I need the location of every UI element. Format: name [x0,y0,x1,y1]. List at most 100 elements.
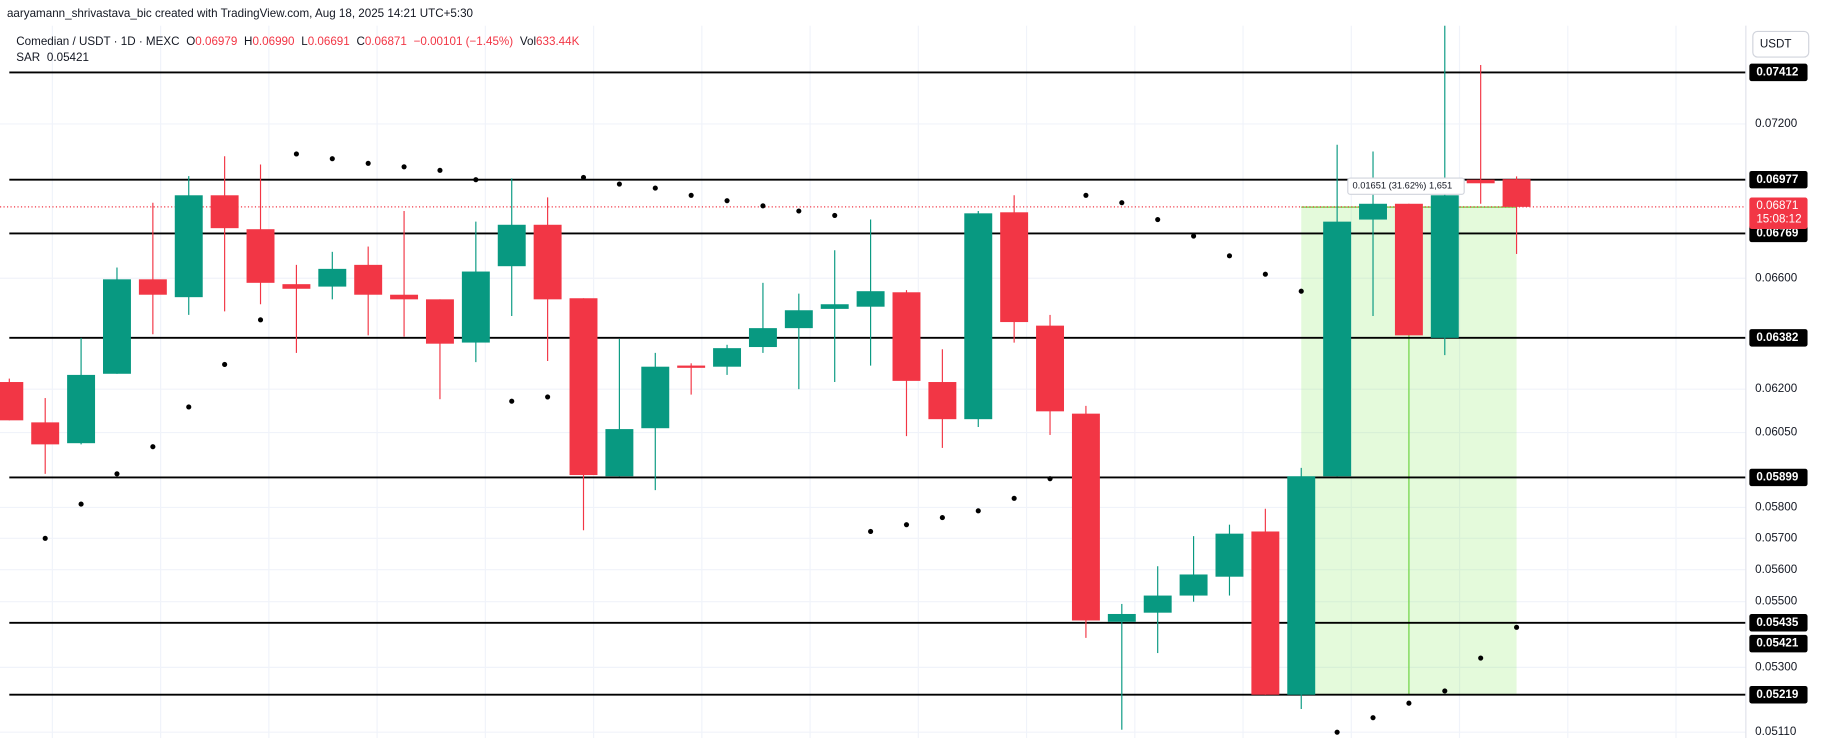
candle-body [784,310,813,329]
sar-dot [78,501,84,507]
sar-label: 0.05421 [1756,637,1799,650]
level-label-box [1749,63,1808,82]
sar-legend: SAR 0.05421 [16,51,89,64]
sar-dot [437,167,443,173]
candle-body [641,366,670,429]
sar-dot [1226,253,1233,259]
legend-line: Comedian / USDT · 1D · MEXC O0.06979 H0.… [16,35,579,48]
candle-body [67,374,96,444]
sar-dot [150,444,156,450]
sar-dot [1011,495,1017,501]
ohlc-key: O [186,35,195,48]
candle-body [1430,195,1459,338]
sar-dot [903,522,910,528]
candle-body [856,291,885,307]
sar-dot [616,181,622,187]
candle-body [0,382,24,421]
measure-label-box [1347,177,1465,195]
sar-dot [975,508,981,514]
candle-body [390,294,419,300]
y-tick-label: 0.05800 [1755,501,1798,514]
candle-body [569,298,598,476]
candle-body [1323,221,1352,477]
symbol: Comedian / USDT · 1D · MEXC [16,35,179,48]
sar-dot [1083,192,1089,198]
level-label: 0.06977 [1756,173,1798,186]
candle-body [210,195,239,229]
candle-body [1036,325,1065,412]
candle-body [892,292,921,381]
candle-body [354,264,383,295]
price-label: 0.06871 [1756,199,1798,212]
candle-body [1179,574,1208,596]
currency-label: USDT [1760,37,1792,50]
sar-dot [42,535,48,541]
y-tick-label: 0.05500 [1755,595,1798,608]
sar-dot [724,198,730,204]
sar-dot [222,361,228,367]
change: −0.00101 (−1.45%) [414,35,514,48]
candle-body [1000,212,1029,323]
ohlc-key: L [301,35,308,48]
level-label-box [1749,224,1808,243]
candle-body [928,382,957,420]
sar-dot [832,212,838,218]
candle-body [677,365,706,368]
candle-body [1359,203,1387,220]
candle-body [1215,533,1244,577]
sar-dot [580,174,587,180]
candle-body [138,279,167,295]
plot-area [0,25,1746,738]
sar-dot [257,317,264,323]
candle-body [282,284,311,289]
sar-key: SAR [16,51,40,64]
candle-body [1143,595,1172,613]
sar-dot [509,398,515,404]
candle-body [1071,413,1100,621]
level-label: 0.07412 [1756,65,1798,78]
countdown: 15:08:12 [1756,213,1801,226]
candle-body [425,299,454,344]
sar-dot [365,160,371,166]
sar-dot [939,515,945,521]
candle-body [605,429,634,477]
sar-dot [1191,233,1197,239]
sar-dot [1155,217,1161,223]
sar-dot [1406,700,1412,706]
level-label: 0.05899 [1756,471,1799,484]
candle-body [31,422,60,445]
candle-body [1251,531,1280,695]
sar-dot [1298,288,1304,294]
ohlc-value: 0.06979 [195,35,237,48]
level-label: 0.06769 [1756,226,1799,239]
measure-label: 0.01651 (31.62%) 1,651 [1352,181,1452,191]
level-label-box [1749,614,1808,632]
sar-dot [545,394,551,400]
y-tick-label: 0.06050 [1755,426,1798,439]
vol-key: Vol [520,35,536,48]
level-label: 0.05219 [1756,688,1799,701]
ohlc-value: 0.06871 [365,35,407,48]
candle-body [1466,179,1495,184]
sar-dot [868,528,874,535]
y-tick-label: 0.07200 [1755,117,1798,130]
sar-dot [1262,271,1268,277]
level-label-box [1749,468,1808,487]
sar-dot [1047,476,1053,482]
candle-body [461,271,490,343]
ohlc-key: C [356,35,364,48]
sar-value: 0.05421 [47,51,89,64]
y-tick-label: 0.06600 [1755,271,1798,284]
currency-button[interactable] [1752,30,1810,58]
level-label-box [1749,170,1808,189]
candle-body [103,279,131,374]
sar-dot [1119,200,1125,206]
y-tick-label: 0.06200 [1755,382,1798,395]
candle-body [748,328,777,348]
level-label-box [1749,685,1808,704]
level-label: 0.06382 [1756,331,1798,344]
price-label-box [1749,197,1808,229]
sar-dot [796,208,802,214]
